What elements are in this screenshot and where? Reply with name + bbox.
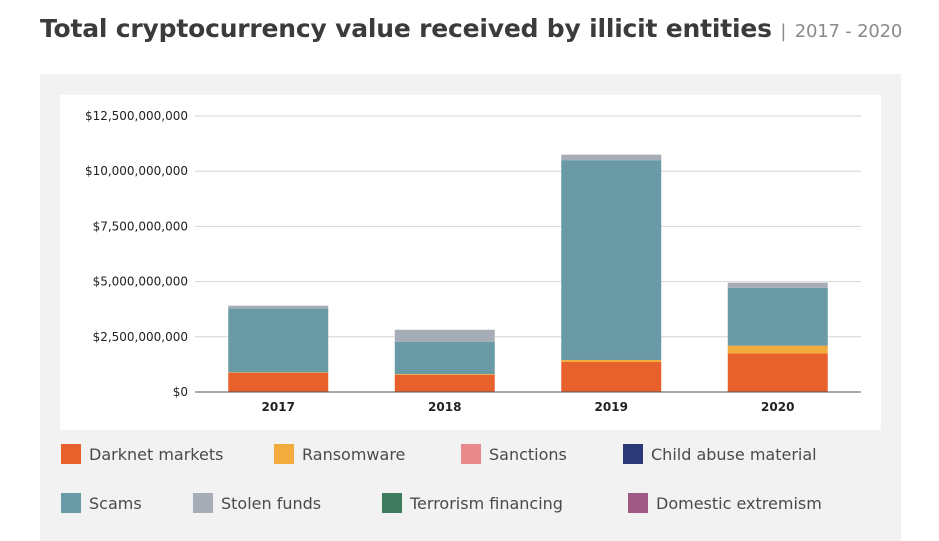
bar-segment: [727, 353, 828, 392]
legend-label: Child abuse material: [651, 444, 817, 464]
legend-swatch: [382, 493, 402, 513]
x-tick-label: 2018: [428, 400, 461, 414]
bar-segment: [394, 341, 495, 375]
y-tick-label: $5,000,000,000: [93, 275, 188, 289]
bar-segment: [228, 308, 329, 373]
y-tick-label: $0: [173, 385, 188, 399]
legend-item: Darknet markets: [61, 444, 223, 464]
legend-label: Stolen funds: [221, 493, 322, 513]
bar-segment: [228, 305, 329, 309]
bar-segment: [727, 345, 828, 354]
chart-title: Total cryptocurrency value received by i…: [40, 14, 902, 43]
title-separator: |: [780, 21, 787, 42]
x-tick-label: 2019: [595, 400, 628, 414]
legend-label: Domestic extremism: [656, 493, 822, 513]
legend-swatch: [461, 444, 481, 464]
y-tick-label: $7,500,000,000: [93, 219, 188, 233]
legend-swatch: [61, 444, 81, 464]
bar-segment: [394, 374, 495, 375]
bar-segment: [727, 282, 828, 288]
legend-item: Child abuse material: [623, 444, 817, 464]
y-tick-label: $2,500,000,000: [93, 330, 188, 344]
legend-item: Ransomware: [274, 444, 405, 464]
legend-swatch: [623, 444, 643, 464]
legend-item: Domestic extremism: [628, 493, 822, 513]
legend-label: Darknet markets: [89, 444, 224, 464]
legend-swatch: [193, 493, 213, 513]
legend-item: Stolen funds: [193, 493, 321, 513]
bar-segment: [228, 372, 329, 392]
legend-label: Ransomware: [302, 444, 406, 464]
legend-label: Scams: [89, 493, 142, 513]
bar-segment: [561, 361, 662, 392]
legend-item: Terrorism financing: [382, 493, 563, 513]
title-text: Total cryptocurrency value received by i…: [40, 14, 772, 43]
y-tick-label: $10,000,000,000: [85, 164, 188, 178]
bar-segment: [561, 154, 662, 161]
title-subtitle: 2017 - 2020: [794, 21, 903, 42]
legend-item: Scams: [61, 493, 142, 513]
legend-swatch: [61, 493, 81, 513]
x-tick-label: 2017: [262, 400, 295, 414]
bar-segment: [394, 329, 495, 342]
legend-label: Sanctions: [489, 444, 567, 464]
legend-swatch: [628, 493, 648, 513]
bar-segment: [561, 359, 662, 362]
x-tick-label: 2020: [761, 400, 794, 414]
y-tick-label: $12,500,000,000: [85, 109, 188, 123]
legend-label: Terrorism financing: [410, 493, 563, 513]
bar-segment: [228, 372, 329, 373]
legend-swatch: [274, 444, 294, 464]
bar-segment: [394, 374, 495, 392]
bar-chart: $0 $2,500,000,000 $5,000,000,000 $7,500,000…: [85, 109, 861, 414]
bar-segment: [561, 160, 662, 360]
bar-segment: [727, 287, 828, 346]
legend-item: Sanctions: [461, 444, 567, 464]
